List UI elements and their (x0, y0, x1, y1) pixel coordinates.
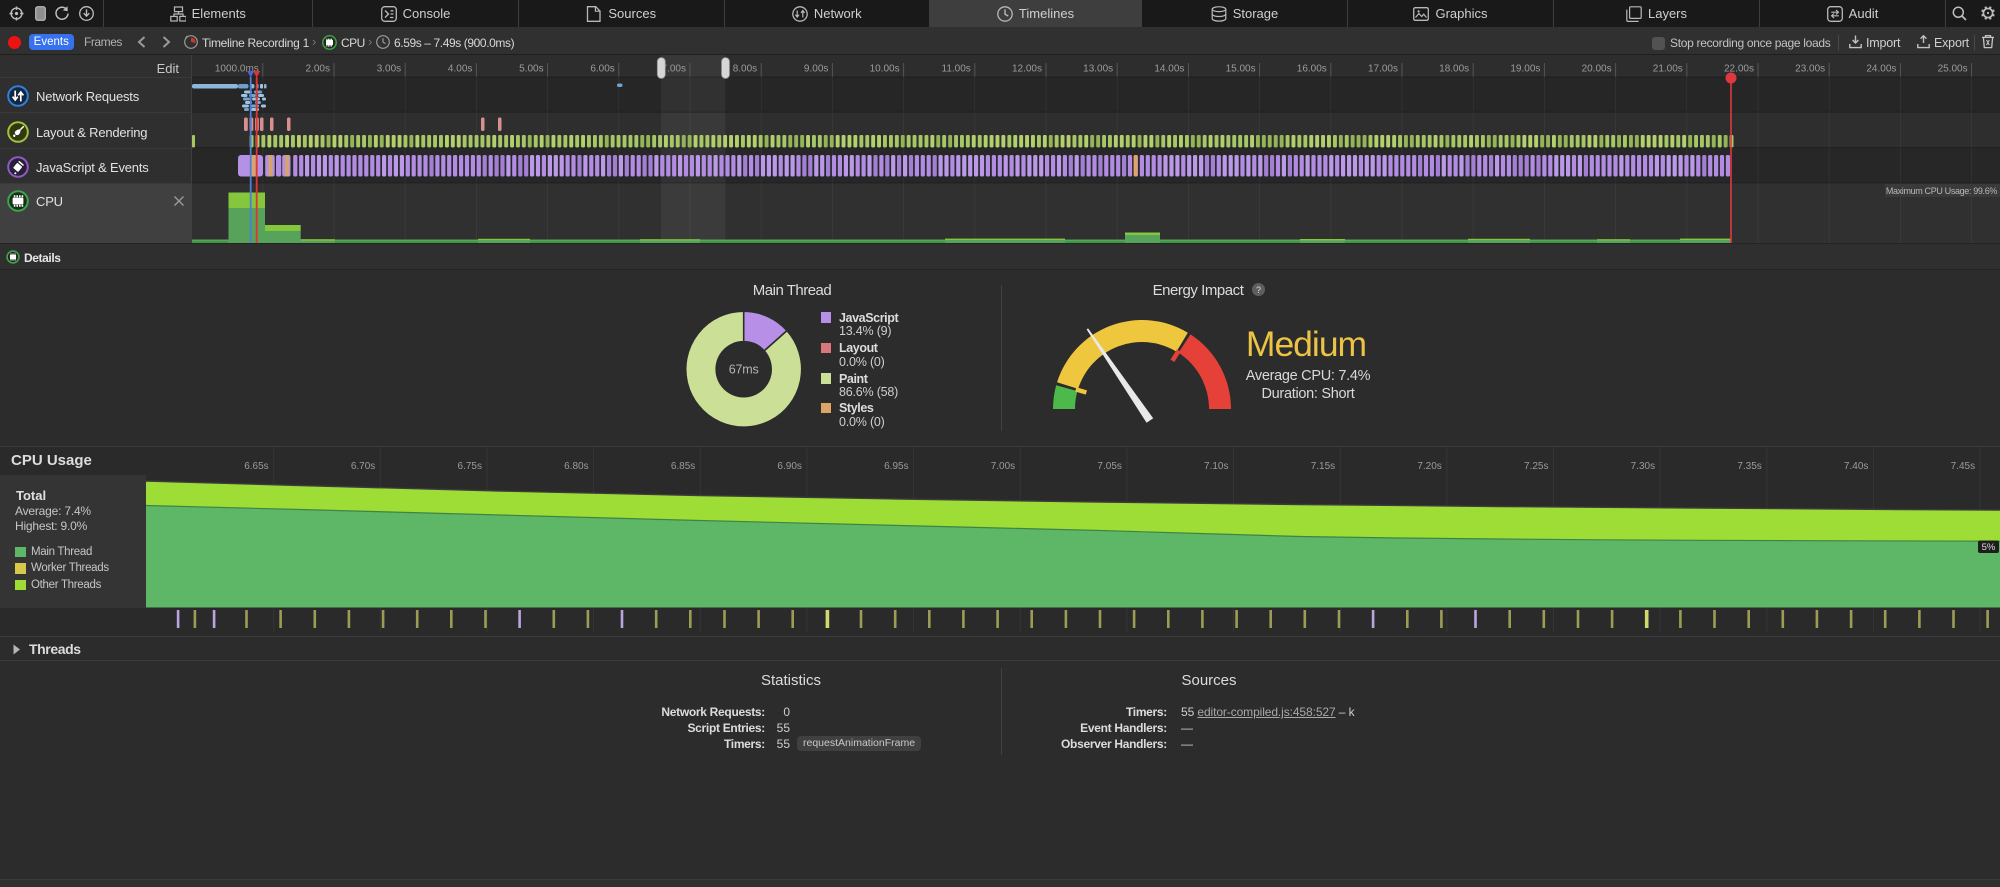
svg-text:14.00s: 14.00s (1154, 64, 1184, 75)
svg-text:7.00s: 7.00s (662, 64, 686, 75)
svg-text:18.00s: 18.00s (1439, 64, 1469, 75)
svg-text:6.65s: 6.65s (244, 461, 268, 472)
svg-text:11.00s: 11.00s (942, 64, 971, 75)
svg-text:6.75s: 6.75s (458, 461, 482, 472)
svg-text:7.35s: 7.35s (1737, 461, 1761, 472)
svg-text:5%: 5% (1982, 542, 1996, 553)
svg-text:10.00s: 10.00s (870, 64, 900, 75)
svg-text:24.00s: 24.00s (1866, 64, 1896, 75)
svg-text:6.80s: 6.80s (564, 461, 588, 472)
svg-text:8.00s: 8.00s (733, 64, 757, 75)
svg-text:22.00s: 22.00s (1724, 64, 1754, 75)
svg-text:23.00s: 23.00s (1795, 64, 1825, 75)
svg-text:3.00s: 3.00s (377, 64, 401, 75)
svg-text:25.00s: 25.00s (1938, 64, 1968, 75)
svg-text:7.30s: 7.30s (1631, 461, 1655, 472)
svg-text:6.90s: 6.90s (777, 461, 801, 472)
svg-text:9.00s: 9.00s (804, 64, 828, 75)
svg-text:19.00s: 19.00s (1510, 64, 1540, 75)
svg-text:6.85s: 6.85s (671, 461, 695, 472)
svg-text:5.00s: 5.00s (519, 64, 543, 75)
svg-text:6.00s: 6.00s (590, 64, 614, 75)
svg-text:20.00s: 20.00s (1582, 64, 1612, 75)
svg-text:6.95s: 6.95s (884, 461, 908, 472)
svg-text:4.00s: 4.00s (448, 64, 472, 75)
svg-text:7.25s: 7.25s (1524, 461, 1548, 472)
svg-text:17.00s: 17.00s (1368, 64, 1398, 75)
svg-text:16.00s: 16.00s (1297, 64, 1327, 75)
svg-text:7.10s: 7.10s (1204, 461, 1228, 472)
svg-text:15.00s: 15.00s (1226, 64, 1256, 75)
svg-text:1000.0ms: 1000.0ms (215, 64, 259, 75)
svg-text:67ms: 67ms (729, 363, 759, 377)
svg-text:21.00s: 21.00s (1653, 64, 1683, 75)
svg-text:Maximum CPU Usage: 99.6%: Maximum CPU Usage: 99.6% (1886, 186, 1997, 196)
svg-text:12.00s: 12.00s (1012, 64, 1042, 75)
svg-text:7.45s: 7.45s (1951, 461, 1975, 472)
svg-text:7.05s: 7.05s (1097, 461, 1121, 472)
svg-text:6.70s: 6.70s (351, 461, 375, 472)
svg-text:7.20s: 7.20s (1417, 461, 1441, 472)
svg-text:7.15s: 7.15s (1311, 461, 1335, 472)
svg-text:13.00s: 13.00s (1083, 64, 1113, 75)
svg-text:7.00s: 7.00s (991, 461, 1015, 472)
svg-text:2.00s: 2.00s (306, 64, 330, 75)
svg-text:7.40s: 7.40s (1844, 461, 1868, 472)
